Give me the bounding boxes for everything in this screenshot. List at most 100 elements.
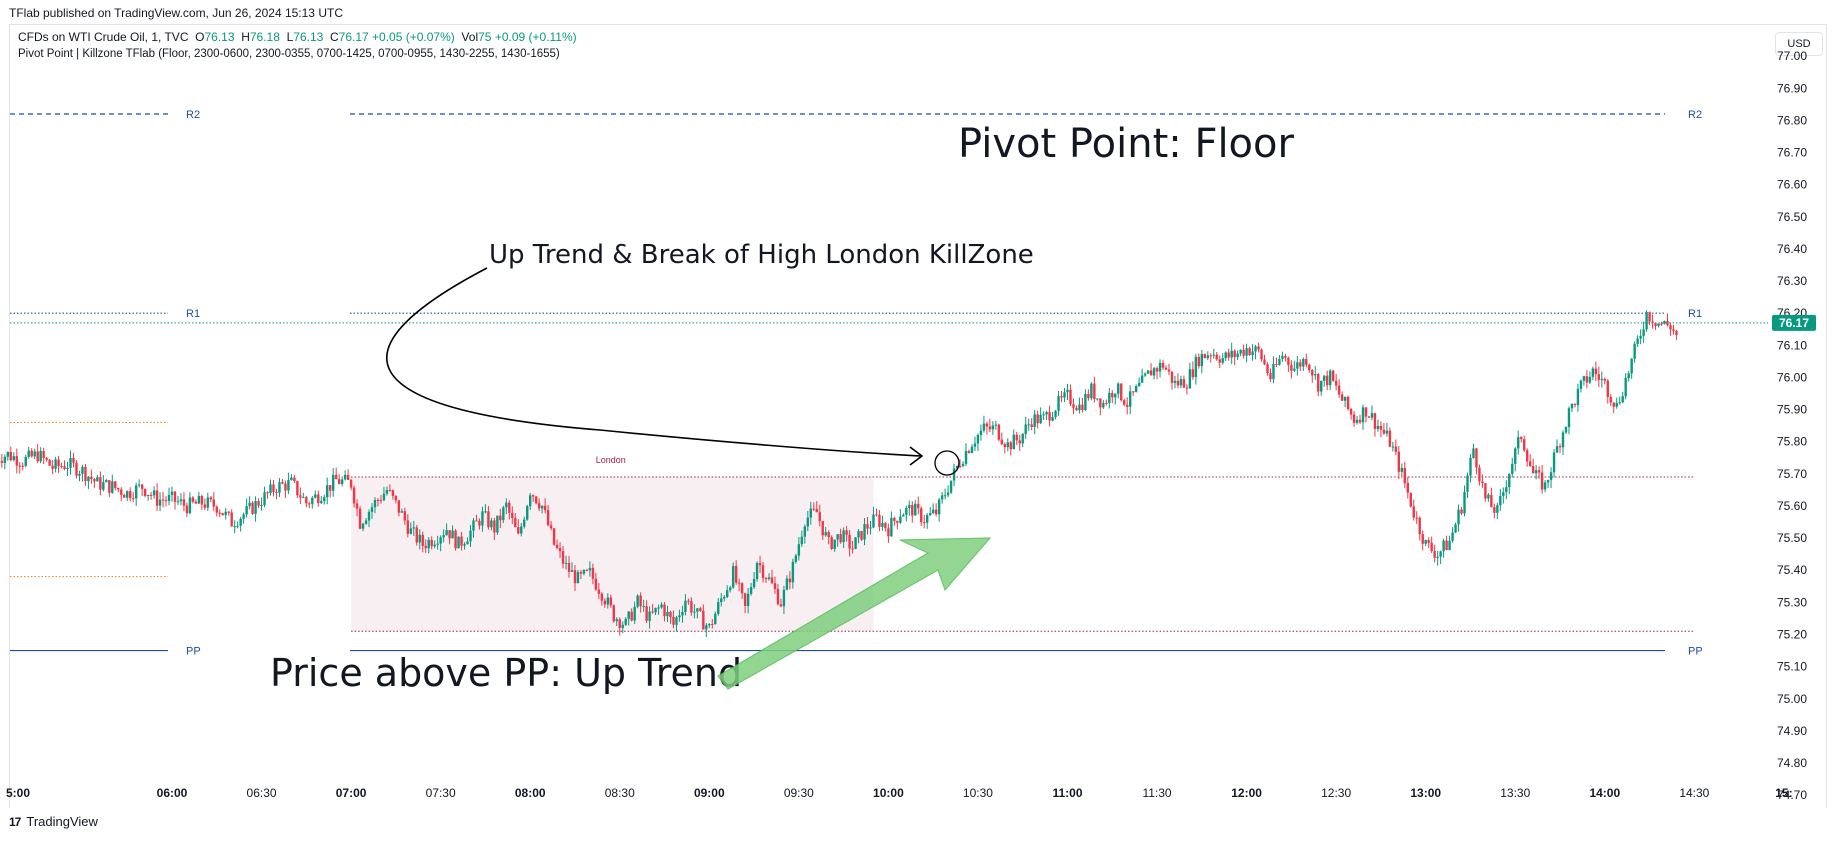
change-value: +0.05 (+0.07%) bbox=[372, 30, 455, 44]
candle-body bbox=[1651, 321, 1654, 324]
x-axis-tick: 07:00 bbox=[336, 786, 367, 800]
candle-body bbox=[90, 476, 93, 480]
candle-body bbox=[1493, 507, 1496, 513]
y-axis-tick: 76.50 bbox=[1777, 210, 1807, 224]
candle-body bbox=[1597, 374, 1601, 380]
candle-body bbox=[1615, 402, 1618, 407]
candle-body bbox=[311, 497, 314, 504]
candle-body bbox=[1525, 450, 1529, 462]
candle-body bbox=[260, 505, 263, 507]
candle-body bbox=[337, 479, 341, 484]
candle-body bbox=[1579, 380, 1583, 389]
candle-body bbox=[1042, 414, 1045, 416]
candle-body bbox=[863, 524, 866, 540]
candle-body bbox=[490, 520, 493, 528]
candle-body bbox=[281, 482, 284, 484]
candle-body bbox=[1245, 348, 1248, 356]
candle-body bbox=[275, 491, 278, 493]
candle-body bbox=[1209, 355, 1212, 357]
high-value: 76.18 bbox=[249, 30, 280, 44]
candle-body bbox=[355, 503, 359, 509]
candle-body bbox=[1239, 349, 1242, 354]
candle-body bbox=[827, 532, 830, 538]
candle-body bbox=[469, 530, 472, 542]
last-price-label: 76.17 bbox=[1779, 316, 1809, 330]
candle-body bbox=[382, 493, 386, 501]
candle-body bbox=[167, 494, 171, 501]
x-axis-tick: 08:00 bbox=[515, 786, 546, 800]
currency-button[interactable]: USD bbox=[1775, 32, 1823, 56]
candle-body bbox=[1594, 368, 1598, 375]
candle-body bbox=[517, 527, 520, 534]
candle-body bbox=[9, 452, 13, 461]
candle-body bbox=[1325, 375, 1329, 386]
candle-body bbox=[821, 521, 824, 536]
candle-body bbox=[875, 514, 878, 516]
candle-body bbox=[1505, 487, 1508, 493]
candle-body bbox=[973, 443, 977, 447]
candle-body bbox=[254, 501, 257, 514]
chart-pane[interactable] bbox=[9, 24, 1827, 808]
candle-body bbox=[1469, 457, 1472, 476]
candle-body bbox=[848, 534, 851, 549]
candle-body bbox=[967, 450, 971, 453]
candle-body bbox=[1006, 442, 1009, 448]
candle-body bbox=[779, 604, 783, 607]
candle-body bbox=[937, 499, 941, 515]
candle-body bbox=[1087, 394, 1090, 399]
candle-body bbox=[1645, 312, 1648, 330]
x-axis-tick: 09:30 bbox=[784, 786, 814, 800]
brand-name: TradingView bbox=[26, 814, 98, 829]
candle-body bbox=[976, 435, 980, 444]
candle-body bbox=[537, 503, 541, 509]
candle-body bbox=[1672, 329, 1675, 331]
candle-body bbox=[642, 606, 645, 608]
candle-body bbox=[1215, 354, 1218, 360]
candle-body bbox=[257, 501, 260, 506]
candle-body bbox=[1436, 556, 1439, 558]
candle-body bbox=[1030, 424, 1033, 427]
candle-body bbox=[230, 512, 233, 527]
candle-body bbox=[1675, 330, 1678, 336]
x-axis-tick: 10:00 bbox=[873, 786, 904, 800]
candle-body bbox=[1164, 367, 1168, 370]
candle-body bbox=[699, 608, 702, 611]
candle-body bbox=[746, 593, 750, 606]
candle-body bbox=[1364, 407, 1368, 417]
candle-body bbox=[185, 505, 189, 514]
candle-body bbox=[1120, 383, 1123, 401]
candle-body bbox=[1543, 482, 1547, 490]
candle-body bbox=[917, 503, 920, 509]
candle-body bbox=[1146, 370, 1150, 374]
candle-body bbox=[1409, 492, 1412, 507]
candle-body bbox=[1334, 380, 1338, 386]
candle-body bbox=[1081, 404, 1084, 411]
candle-body bbox=[397, 500, 401, 513]
candle-body bbox=[1194, 356, 1198, 378]
candle-body bbox=[1463, 491, 1466, 514]
candle-body bbox=[1376, 425, 1380, 429]
x-axis-tick: 11:30 bbox=[1142, 786, 1171, 800]
candle-body bbox=[391, 490, 395, 496]
candle-body bbox=[1502, 492, 1505, 497]
candle-body bbox=[931, 509, 935, 514]
candle-body bbox=[203, 504, 207, 508]
candle-body bbox=[120, 489, 123, 495]
candle-body bbox=[1478, 467, 1481, 482]
candle-body bbox=[1134, 386, 1138, 392]
candle-body bbox=[1523, 439, 1526, 451]
candle-body bbox=[1403, 467, 1407, 483]
candle-body bbox=[1233, 350, 1236, 358]
candle-body bbox=[1666, 321, 1669, 326]
candle-body bbox=[627, 611, 630, 619]
candle-body bbox=[961, 463, 965, 467]
candle-body bbox=[564, 562, 568, 564]
candle-body bbox=[1251, 351, 1254, 356]
breakout-circle bbox=[934, 450, 960, 476]
candle-body bbox=[911, 505, 914, 516]
candle-body bbox=[824, 532, 827, 536]
candle-body bbox=[39, 450, 42, 462]
indicator-legend[interactable]: Pivot Point | Killzone TFlab (Floor, 230… bbox=[18, 48, 560, 60]
candle-body bbox=[552, 528, 556, 545]
